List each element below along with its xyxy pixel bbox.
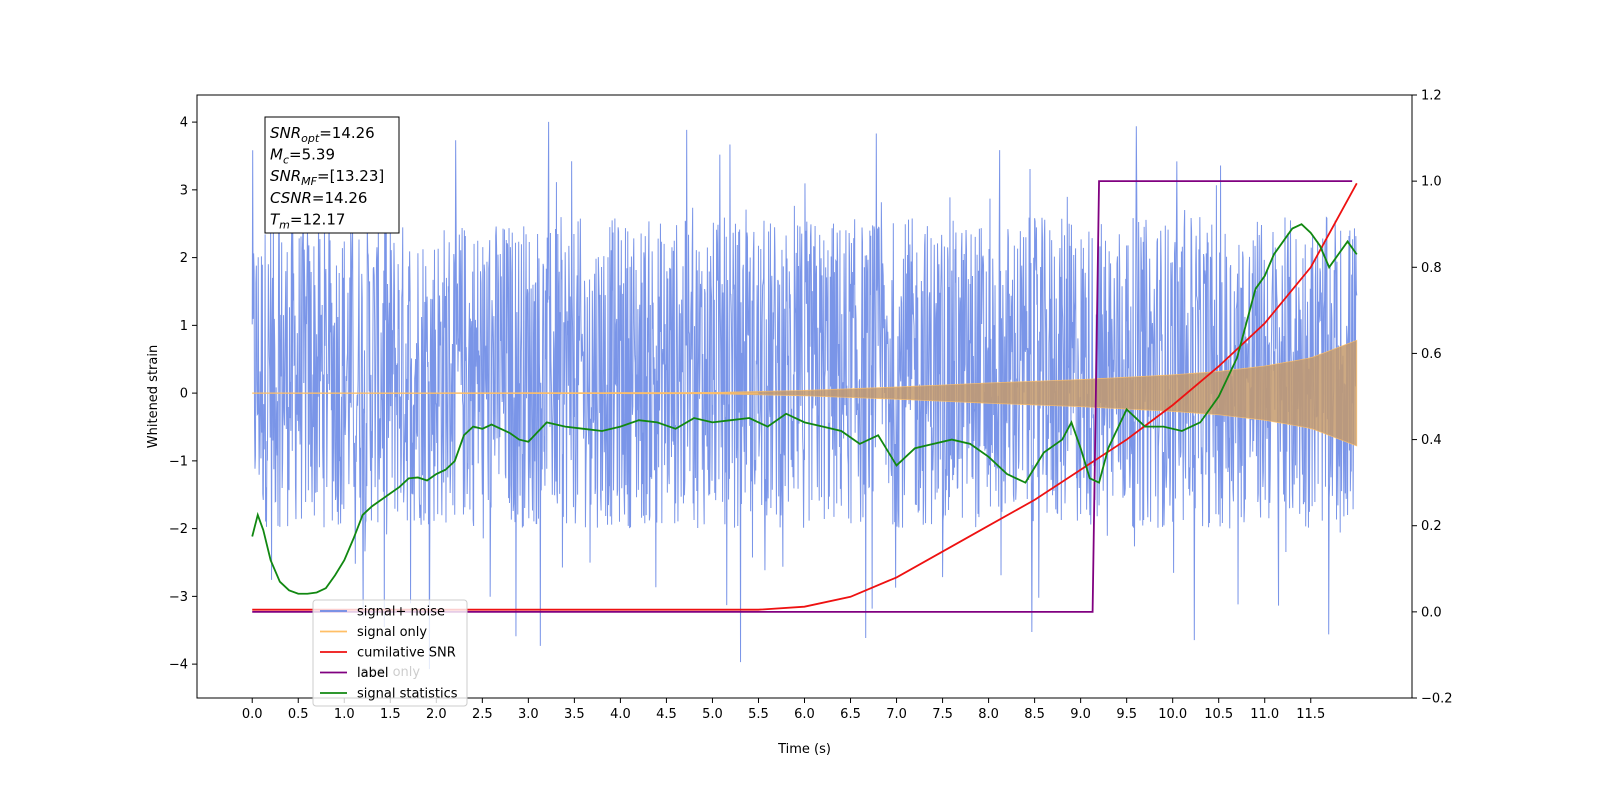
annotation-subscript: MF <box>301 175 317 188</box>
annotation-name: M <box>270 146 283 164</box>
x-tick-label: 10.0 <box>1158 707 1187 722</box>
y2-tick-label: 1.2 <box>1421 89 1442 104</box>
y2-tick-label: 1.0 <box>1421 175 1442 190</box>
label-series <box>252 180 1353 613</box>
x-tick-label: 5.0 <box>702 707 723 722</box>
x-tick-label: 8.0 <box>978 707 999 722</box>
y2-tick-label: −0.2 <box>1421 692 1453 707</box>
x-tick-label: 5.5 <box>748 707 769 722</box>
legend-entry-label: signal+ noise <box>357 605 445 620</box>
x-tick-label: 3.5 <box>564 707 585 722</box>
annotation-subscript: opt <box>301 132 320 145</box>
y2-tick-label: 0.4 <box>1421 433 1442 448</box>
x-tick-label: 3.0 <box>518 707 539 722</box>
x-tick-label: 8.5 <box>1024 707 1045 722</box>
cumulative-snr-line <box>252 182 1358 611</box>
annotation-line: Tm=12.17 <box>270 210 345 231</box>
annotation-value: =[13.23] <box>317 167 384 185</box>
y-tick-label: −4 <box>169 658 188 673</box>
x-tick-label: 10.5 <box>1204 707 1233 722</box>
label-line <box>252 180 1353 613</box>
x-tick-label: 1.5 <box>380 707 401 722</box>
x-tick-label: 4.0 <box>610 707 631 722</box>
y-tick-label: −1 <box>169 454 188 469</box>
annotation-value: =12.17 <box>290 210 346 228</box>
annotation-value: =14.26 <box>312 189 368 207</box>
signal-noise-line <box>251 121 1358 670</box>
signal-statistics-series <box>251 223 1358 595</box>
y-axis-right: 1.2 1.0 0.8 0.6 0.4 0.2 0.0 −0.2 <box>1412 89 1453 707</box>
annotation-name: SNR <box>270 167 301 185</box>
y-tick-label: 4 <box>180 116 188 131</box>
annotation-line: Mc=5.39 <box>270 146 335 167</box>
y-axis-left: 4 3 2 1 0 −1 −2 −3 −4 <box>169 116 197 673</box>
legend-entry-label: cumilative SNR <box>357 646 456 661</box>
annotation-value: =5.39 <box>289 146 335 164</box>
x-tick-label: 7.5 <box>932 707 953 722</box>
y2-tick-label: 0.2 <box>1421 519 1442 534</box>
x-tick-label: 7.0 <box>886 707 907 722</box>
annotation-subscript: c <box>283 154 289 167</box>
cumulative-snr-series <box>252 182 1358 611</box>
x-tick-label: 4.5 <box>656 707 677 722</box>
x-tick-label: 6.5 <box>840 707 861 722</box>
x-tick-label: 0.0 <box>242 707 263 722</box>
y2-tick-label: 0.0 <box>1421 605 1442 620</box>
legend-frame <box>312 599 468 707</box>
x-axis-label: Time (s) <box>777 742 831 757</box>
y-tick-label: 2 <box>180 251 188 266</box>
x-tick-label: 11.0 <box>1250 707 1279 722</box>
y2-tick-label: 0.8 <box>1421 261 1442 276</box>
annotation-name: T <box>270 210 281 228</box>
legend-entry-label: label <box>357 666 388 681</box>
annotation-line: CSNR=14.26 <box>270 189 367 207</box>
signal-statistics-line <box>251 223 1358 595</box>
legend-entry-label: signal statistics <box>357 687 458 702</box>
y-tick-label: 0 <box>180 387 188 402</box>
x-tick-label: 1.0 <box>334 707 355 722</box>
y-tick-label: −3 <box>169 590 188 605</box>
y-tick-label: −2 <box>169 522 188 537</box>
annotation-subscript: m <box>279 218 290 231</box>
x-tick-label: 0.5 <box>288 707 309 722</box>
annotation-line: SNRMF=[13.23] <box>270 167 384 188</box>
y-tick-label: 1 <box>180 319 188 334</box>
y-axis-label: Whitened strain <box>146 345 161 448</box>
annotation-value: =14.26 <box>319 124 375 142</box>
annotation-name: CSNR <box>270 189 312 207</box>
annotation-line: SNRopt=14.26 <box>270 124 375 145</box>
signal-only-series <box>252 339 1358 447</box>
x-tick-label: 6.0 <box>794 707 815 722</box>
stats-annotation-box: SNRopt=14.26Mc=5.39SNRMF=[13.23]CSNR=14.… <box>264 116 400 234</box>
signal-noise-series <box>251 121 1358 670</box>
annotation-name: SNR <box>270 124 301 142</box>
x-axis: 0.0 0.5 1.0 1.5 2.0 2.5 3.0 3.5 4.0 4.5 5.0 5.5 6.0 6… <box>242 698 1325 722</box>
x-tick-label: 2.0 <box>426 707 447 722</box>
y2-tick-label: 0.6 <box>1421 347 1442 362</box>
x-tick-label: 9.5 <box>1116 707 1137 722</box>
x-tick-label: 11.5 <box>1296 707 1325 722</box>
annotation-box-frame <box>264 116 400 234</box>
x-tick-label: 2.5 <box>472 707 493 722</box>
legend-entry-label: signal only <box>357 625 427 640</box>
x-tick-label: 9.0 <box>1070 707 1091 722</box>
y-tick-label: 3 <box>180 183 188 198</box>
